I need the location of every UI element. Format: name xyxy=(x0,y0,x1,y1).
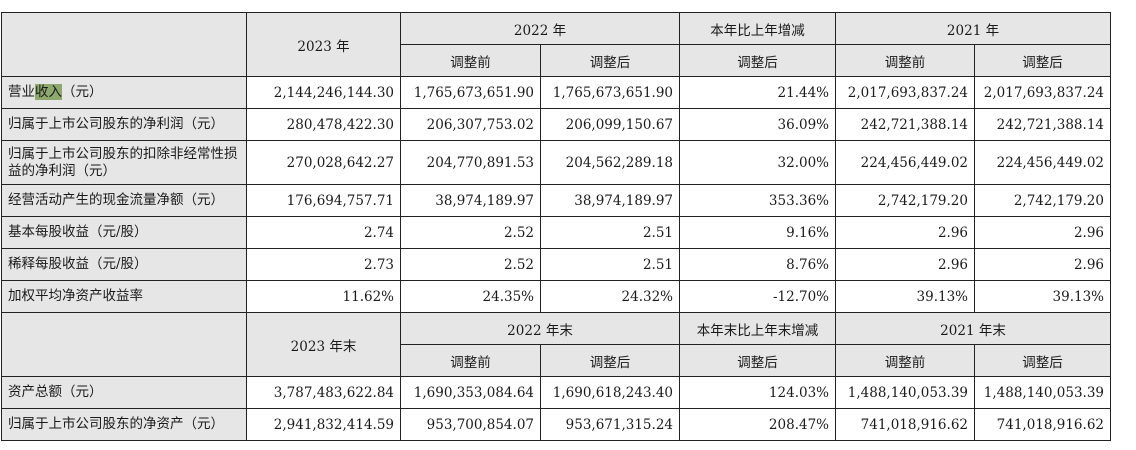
cell-value: 2,742,179.20 xyxy=(835,184,975,217)
header-corner-2 xyxy=(1,312,247,377)
cell-value: 176,694,757.71 xyxy=(246,184,401,217)
cell-value: 2,941,832,414.59 xyxy=(246,408,401,441)
cell-value: 242,721,388.14 xyxy=(974,108,1111,141)
table-row: 归属于上市公司股东的净资产（元） 2,941,832,414.59 953,70… xyxy=(1,408,1111,441)
table-row: 归属于上市公司股东的净利润（元） 280,478,422.30 206,307,… xyxy=(1,108,1111,141)
cell-value: 11.62% xyxy=(246,280,401,313)
header-yearend-change: 本年末比上年末增减 xyxy=(679,312,836,345)
cell-value: 1,690,618,243.40 xyxy=(540,376,680,409)
cell-value: 2.96 xyxy=(974,248,1111,281)
cell-value: 9.16% xyxy=(679,216,836,249)
cell-value: 32.00% xyxy=(679,140,836,185)
row-label: 经营活动产生的现金流量净额（元） xyxy=(1,184,247,217)
cell-value: 2.73 xyxy=(246,248,401,281)
cell-value: 3,787,483,622.84 xyxy=(246,376,401,409)
row-label: 资产总额（元） xyxy=(1,376,247,409)
cell-value: 741,018,916.62 xyxy=(974,408,1111,441)
cell-value: 36.09% xyxy=(679,108,836,141)
header-2022-before: 调整前 xyxy=(400,44,541,77)
cell-value: 39.13% xyxy=(974,280,1111,313)
header-2022-after: 调整后 xyxy=(540,44,680,77)
cell-value: 2.96 xyxy=(974,216,1111,249)
cell-value: 38,974,189.97 xyxy=(540,184,680,217)
cell-value: 1,488,140,053.39 xyxy=(835,376,975,409)
header-yearend-2023: 2023 年末 xyxy=(246,312,401,377)
cell-value: 2.51 xyxy=(540,248,680,281)
cell-value: 224,456,449.02 xyxy=(974,140,1111,185)
header-2022-before: 调整前 xyxy=(400,344,541,377)
cell-value: 741,018,916.62 xyxy=(835,408,975,441)
header-2021-before: 调整前 xyxy=(835,44,975,77)
row-label: 加权平均净资产收益率 xyxy=(1,280,247,313)
cell-value: 2.96 xyxy=(835,216,975,249)
cell-value: 2.52 xyxy=(400,216,541,249)
cell-value: 280,478,422.30 xyxy=(246,108,401,141)
header-2021-after: 调整后 xyxy=(974,344,1111,377)
header-change: 本年比上年增减 xyxy=(679,12,836,45)
row-label: 归属于上市公司股东的净利润（元） xyxy=(1,108,247,141)
header-corner xyxy=(1,12,247,77)
cell-value: 2.74 xyxy=(246,216,401,249)
cell-value: 2.52 xyxy=(400,248,541,281)
cell-value: 2,017,693,837.24 xyxy=(974,76,1111,109)
cell-value: 38,974,189.97 xyxy=(400,184,541,217)
cell-value: 8.76% xyxy=(679,248,836,281)
cell-value: 204,562,289.18 xyxy=(540,140,680,185)
cell-value: 206,307,753.02 xyxy=(400,108,541,141)
cell-value: 953,671,315.24 xyxy=(540,408,680,441)
header-year-2021: 2021 年 xyxy=(835,12,1111,45)
cell-value: 2.96 xyxy=(835,248,975,281)
header-change-after: 调整后 xyxy=(679,44,836,77)
table-row: 稀释每股收益（元/股） 2.73 2.52 2.51 8.76% 2.96 2.… xyxy=(1,248,1111,281)
highlighted-text: 收入 xyxy=(35,84,62,100)
cell-value: 2.51 xyxy=(540,216,680,249)
row-label: 归属于上市公司股东的净资产（元） xyxy=(1,408,247,441)
header-2021-before: 调整前 xyxy=(835,344,975,377)
cell-value: 2,144,246,144.30 xyxy=(246,76,401,109)
cell-value: 206,099,150.67 xyxy=(540,108,680,141)
cell-value: 208.47% xyxy=(679,408,836,441)
header-2022-after: 调整后 xyxy=(540,344,680,377)
financial-summary-table: 2023 年 2022 年 本年比上年增减 2021 年 调整前 调整后 调整后… xyxy=(1,12,1111,441)
cell-value: 204,770,891.53 xyxy=(400,140,541,185)
cell-value: 1,690,353,084.64 xyxy=(400,376,541,409)
header-year-2023: 2023 年 xyxy=(246,12,401,77)
table-row: 营业收入（元） 2,144,246,144.30 1,765,673,651.9… xyxy=(1,76,1111,109)
header-yearend-2022: 2022 年末 xyxy=(400,312,680,345)
cell-value: 224,456,449.02 xyxy=(835,140,975,185)
cell-value: 2,017,693,837.24 xyxy=(835,76,975,109)
row-label: 归属于上市公司股东的扣除非经常性损益的净利润（元） xyxy=(1,140,247,185)
table-row: 经营活动产生的现金流量净额（元） 176,694,757.71 38,974,1… xyxy=(1,184,1111,217)
cell-value: -12.70% xyxy=(679,280,836,313)
cell-value: 21.44% xyxy=(679,76,836,109)
cell-value: 953,700,854.07 xyxy=(400,408,541,441)
cell-value: 1,488,140,053.39 xyxy=(974,376,1111,409)
cell-value: 24.32% xyxy=(540,280,680,313)
cell-value: 270,028,642.27 xyxy=(246,140,401,185)
cell-value: 353.36% xyxy=(679,184,836,217)
row-label: 稀释每股收益（元/股） xyxy=(1,248,247,281)
header-2021-after: 调整后 xyxy=(974,44,1111,77)
cell-value: 1,765,673,651.90 xyxy=(400,76,541,109)
header-year-2022: 2022 年 xyxy=(400,12,680,45)
cell-value: 2,742,179.20 xyxy=(974,184,1111,217)
cell-value: 124.03% xyxy=(679,376,836,409)
table-row: 归属于上市公司股东的扣除非经常性损益的净利润（元） 270,028,642.27… xyxy=(1,140,1111,185)
header-change-after: 调整后 xyxy=(679,344,836,377)
table-row: 资产总额（元） 3,787,483,622.84 1,690,353,084.6… xyxy=(1,376,1111,409)
table-row: 基本每股收益（元/股） 2.74 2.52 2.51 9.16% 2.96 2.… xyxy=(1,216,1111,249)
cell-value: 1,765,673,651.90 xyxy=(540,76,680,109)
cell-value: 24.35% xyxy=(400,280,541,313)
row-label: 基本每股收益（元/股） xyxy=(1,216,247,249)
cell-value: 242,721,388.14 xyxy=(835,108,975,141)
table-row: 加权平均净资产收益率 11.62% 24.35% 24.32% -12.70% … xyxy=(1,280,1111,313)
row-label-revenue: 营业收入（元） xyxy=(1,76,247,109)
header-yearend-2021: 2021 年末 xyxy=(835,312,1111,345)
cell-value: 39.13% xyxy=(835,280,975,313)
